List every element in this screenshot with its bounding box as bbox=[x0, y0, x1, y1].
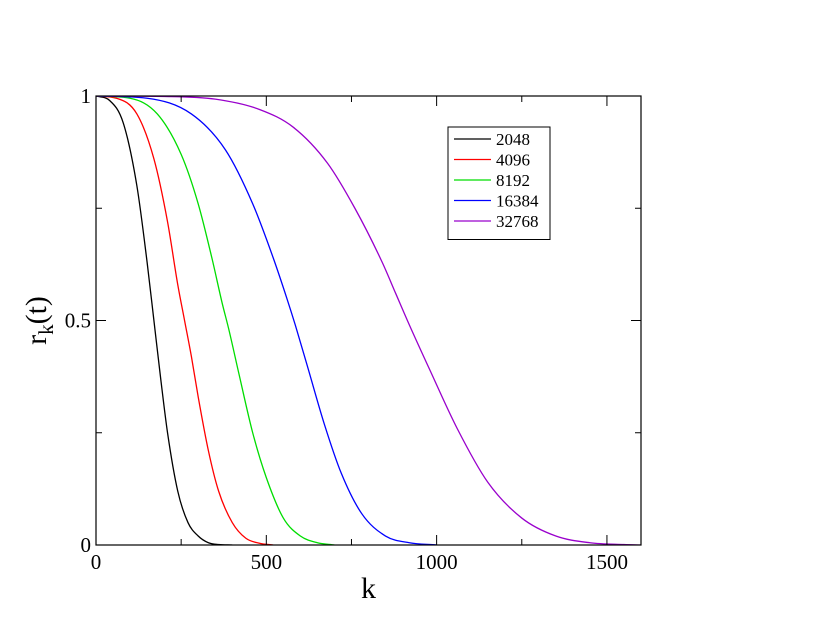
y-axis-title-tail: (t) bbox=[20, 296, 53, 324]
series-line-2048 bbox=[96, 96, 233, 545]
ticks-layer bbox=[95, 95, 641, 546]
legend-label-16384: 16384 bbox=[496, 192, 539, 211]
y-tick-label: 0 bbox=[81, 533, 92, 557]
series-line-32768 bbox=[96, 96, 641, 545]
legend-label-2048: 2048 bbox=[496, 130, 530, 149]
series-line-4096 bbox=[96, 96, 274, 545]
series-layer bbox=[96, 96, 641, 545]
legend-label-8192: 8192 bbox=[496, 171, 530, 190]
x-tick-label: 1500 bbox=[586, 550, 628, 574]
legend-label-32768: 32768 bbox=[496, 212, 539, 231]
x-axis-title: k bbox=[361, 572, 376, 605]
series-line-16384 bbox=[96, 96, 437, 545]
x-tick-label: 0 bbox=[91, 550, 102, 574]
x-tick-label: 500 bbox=[251, 550, 283, 574]
y-tick-label: 1 bbox=[81, 84, 92, 108]
legend-label-4096: 4096 bbox=[496, 151, 530, 170]
plot-frame bbox=[95, 95, 642, 546]
tick-labels: 0 500 1000 1500 0 0.5 1 bbox=[65, 84, 628, 574]
x-tick-label: 1000 bbox=[416, 550, 458, 574]
y-axis-title-main: r bbox=[20, 335, 53, 345]
y-tick-label: 0.5 bbox=[65, 309, 91, 333]
series-line-8192 bbox=[96, 96, 335, 545]
y-axis-title: rk(t) bbox=[20, 296, 58, 345]
y-axis-title-subscript: k bbox=[34, 324, 58, 335]
